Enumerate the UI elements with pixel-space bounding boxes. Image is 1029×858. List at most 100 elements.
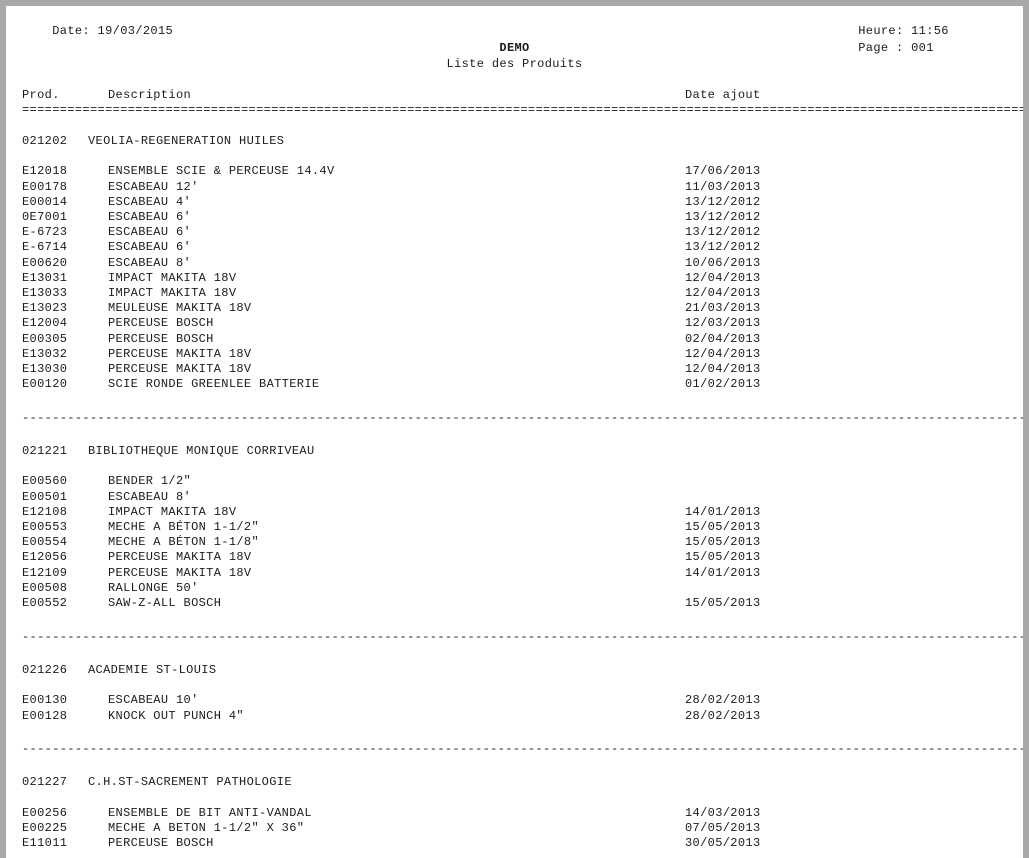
item-date-ajout: 12/04/2013 [685,362,761,376]
item-date-ajout: 15/05/2013 [685,596,761,611]
item-prod-code: E12109 [22,565,68,580]
item-description: ESCABEAU 8' [108,255,192,270]
column-header-description: Description [108,88,192,102]
item-date-ajout: 14/01/2013 [685,565,761,580]
item-description: PERCEUSE BOSCH [108,836,214,851]
item-date-ajout: 10/06/2013 [685,255,761,270]
item-prod-code: E13031 [22,270,68,285]
item-prod-code: E-6714 [22,240,68,255]
item-date-ajout: 13/12/2012 [685,225,761,240]
group-code: 021226 [22,662,68,677]
item-date-ajout: 14/01/2013 [685,504,761,519]
item-description: IMPACT MAKITA 18V [108,270,237,285]
item-date-ajout: 07/05/2013 [685,821,761,836]
column-header-prod: Prod. [22,88,60,102]
header-double-rule: ========================================… [22,103,1023,117]
item-description: ESCABEAU 6' [108,240,192,255]
item-date-ajout: 15/05/2013 [685,550,761,565]
item-description: MECHE A BETON 1-1/2" X 36" [108,821,305,836]
column-header-date-ajout: Date ajout [685,88,761,102]
item-description: PERCEUSE MAKITA 18V [108,565,252,580]
item-prod-code: E12108 [22,504,68,519]
item-prod-code: E13023 [22,301,68,316]
item-description: ENSEMBLE DE BIT ANTI-VANDAL [108,805,312,820]
report-date-label: Date: [52,24,90,39]
item-prod-code: E00178 [22,179,68,194]
item-date-ajout: 28/02/2013 [685,708,761,723]
item-prod-code: E00620 [22,255,68,270]
item-prod-code: E00225 [22,821,68,836]
report-time-value: 11:56 [911,24,949,39]
item-prod-code: E13032 [22,346,68,361]
window-top-border [0,0,1029,6]
group-name: VEOLIA-REGENERATION HUILES [88,134,285,148]
item-prod-code: E12018 [22,164,68,179]
item-date-ajout: 21/03/2013 [685,301,761,316]
item-description: PERCEUSE BOSCH [108,331,214,346]
group-separator-rule: ----------------------------------------… [22,629,1023,644]
report-page-sheet: Date: 19/03/2015 Heure: 11:56 Page : 001… [6,6,1023,858]
item-description: IMPACT MAKITA 18V [108,504,237,519]
item-date-ajout: 02/04/2013 [685,331,761,346]
item-date-ajout: 14/03/2013 [685,805,761,820]
item-prod-code: E00501 [22,489,68,504]
report-time-label: Heure: [858,24,904,39]
item-prod-code: E00554 [22,535,68,550]
item-date-ajout: 12/04/2013 [685,270,761,285]
report-page-number: Page : 001 [828,26,934,72]
item-prod-code: E00256 [22,805,68,820]
item-date-ajout: 30/05/2013 [685,836,761,851]
report-date: Date: 19/03/2015 [22,9,173,55]
group-code: 021202 [22,134,68,148]
item-description: PERCEUSE MAKITA 18V [108,550,252,565]
report-title: Liste des Produits [446,57,583,71]
item-description: BENDER 1/2" [108,474,192,489]
item-description: MECHE A BÉTON 1-1/8" [108,535,260,550]
window-left-border [0,0,6,858]
item-prod-code: E00014 [22,194,68,209]
item-prod-code: E00130 [22,693,68,708]
group-code: 021221 [22,444,68,459]
item-date-ajout: 13/12/2012 [685,240,761,255]
item-description: PERCEUSE MAKITA 18V [108,362,252,376]
item-description: ESCABEAU 6' [108,225,192,240]
item-prod-code: 0E7001 [22,210,68,224]
item-description: PERCEUSE MAKITA 18V [108,346,252,361]
item-prod-code: E13030 [22,362,68,376]
group-name: ACADEMIE ST-LOUIS [88,662,217,677]
item-description: ESCABEAU 4' [108,194,192,209]
item-date-ajout: 12/04/2013 [685,286,761,300]
item-date-ajout: 15/05/2013 [685,535,761,550]
item-prod-code: E12004 [22,316,68,331]
item-date-ajout: 13/12/2012 [685,194,761,209]
item-prod-code: E00560 [22,474,68,489]
item-prod-code: E12056 [22,550,68,565]
item-description: MEULEUSE MAKITA 18V [108,301,252,316]
group-name: C.H.ST-SACREMENT PATHOLOGIE [88,775,292,790]
item-prod-code: E-6723 [22,225,68,240]
group-code: 021227 [22,775,68,790]
item-date-ajout: 11/03/2013 [685,179,761,194]
item-date-ajout: 17/06/2013 [685,164,761,179]
item-description: ESCABEAU 8' [108,489,192,504]
item-description: MECHE A BÉTON 1-1/2" [108,520,260,535]
item-prod-code: E13033 [22,286,68,300]
item-prod-code: E00553 [22,520,68,535]
item-date-ajout: 12/04/2013 [685,346,761,361]
report-time: Heure: 11:56 [828,9,949,55]
item-date-ajout: 13/12/2012 [685,210,761,224]
item-description: ESCABEAU 6' [108,210,192,224]
item-prod-code: E00552 [22,596,68,611]
item-prod-code: E00128 [22,708,68,723]
item-description: IMPACT MAKITA 18V [108,286,237,300]
item-date-ajout: 12/03/2013 [685,316,761,331]
item-date-ajout: 15/05/2013 [685,520,761,535]
item-description: ESCABEAU 10' [108,693,199,708]
group-name: BIBLIOTHEQUE MONIQUE CORRIVEAU [88,444,315,459]
group-separator-rule: ----------------------------------------… [22,410,1023,425]
item-description: RALLONGE 50' [108,580,199,595]
item-description: SAW-Z-ALL BOSCH [108,596,222,611]
item-date-ajout: 01/02/2013 [685,377,761,392]
company-name: DEMO [499,41,530,55]
window-right-border [1023,0,1029,858]
